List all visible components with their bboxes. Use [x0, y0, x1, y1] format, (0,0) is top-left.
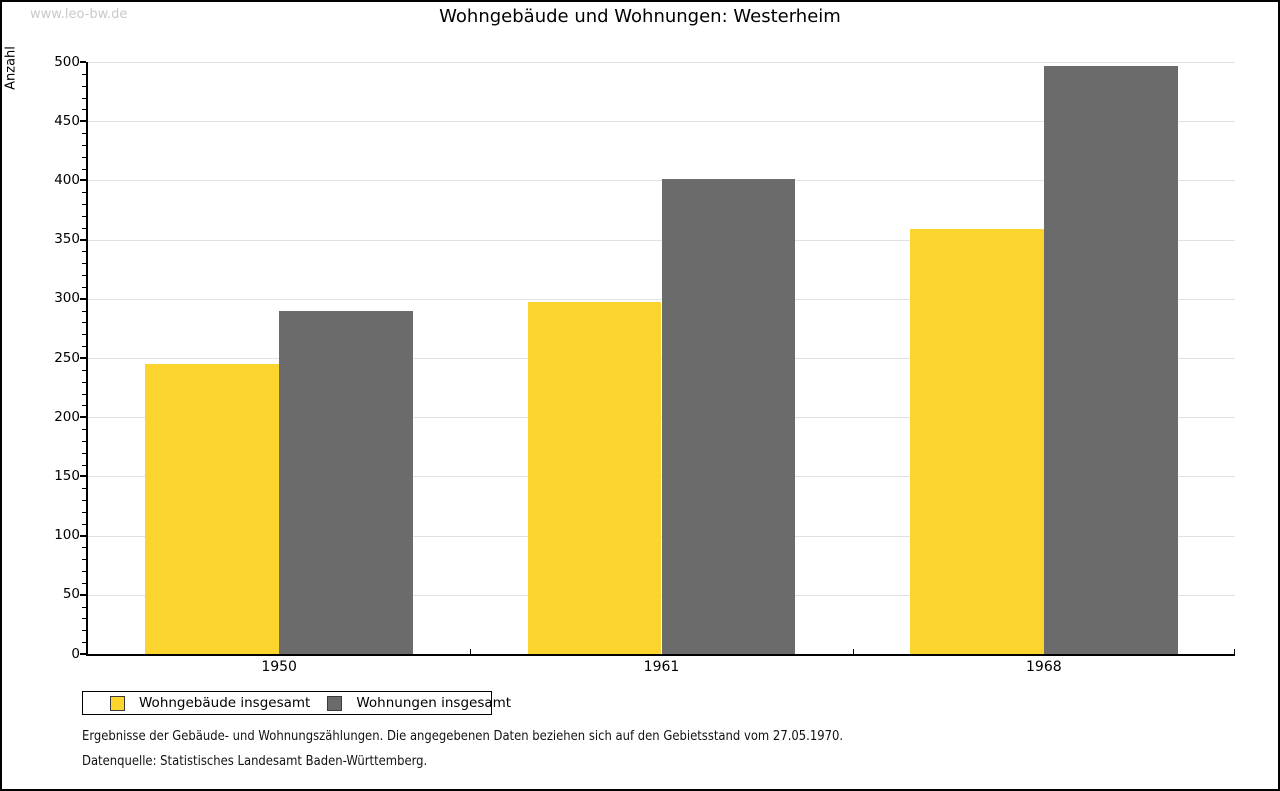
gridline [88, 62, 1235, 63]
y-minor-tick [82, 286, 86, 288]
y-major-tick [80, 593, 86, 596]
y-tick-label: 150 [54, 467, 80, 484]
y-tick-label: 300 [54, 290, 80, 307]
legend-item: Wohngebäude insgesamt [110, 695, 310, 711]
y-major-tick [80, 61, 86, 63]
y-minor-tick [82, 97, 86, 99]
bar-wohnungen-1968 [1043, 65, 1178, 654]
x-boundary-tick [852, 649, 854, 654]
y-major-tick [80, 297, 86, 300]
y-minor-tick [82, 168, 86, 170]
y-minor-tick [82, 488, 86, 490]
y-minor-tick [82, 275, 86, 277]
y-minor-tick [82, 144, 86, 146]
y-minor-tick [82, 547, 86, 549]
y-tick-label: 50 [62, 586, 80, 603]
y-major-tick [80, 357, 86, 359]
y-minor-tick [82, 511, 86, 513]
y-minor-tick [82, 133, 86, 135]
x-end-tick [1234, 649, 1235, 654]
y-minor-tick [82, 618, 86, 620]
chart-title: Wohngebäude und Wohnungen: Westerheim [439, 6, 841, 27]
x-tick-label: 1950 [261, 659, 297, 675]
x-boundary-tick [470, 649, 472, 654]
y-minor-tick [82, 346, 86, 348]
footnote-line-2: Datenquelle: Statistisches Landesamt Bad… [82, 753, 483, 769]
legend-swatch [110, 695, 125, 711]
y-tick-label: 450 [54, 112, 80, 129]
watermark: www.leo-bw.de [30, 7, 128, 22]
y-major-tick [80, 653, 86, 655]
bar-wohnungen-1950 [279, 310, 413, 654]
bar-wohnungen-1961 [661, 179, 796, 654]
y-minor-tick [82, 405, 86, 407]
y-minor-tick [82, 322, 86, 324]
y-minor-tick [82, 571, 86, 573]
y-minor-tick [82, 440, 86, 442]
x-tick-label: 1961 [643, 659, 680, 675]
footnote-text: Ergebnisse der Gebäude- und Wohnungszähl… [82, 728, 844, 744]
y-minor-tick [82, 192, 86, 194]
legend-label: Wohnungen insgesamt [356, 695, 512, 711]
y-tick-label: 350 [54, 231, 80, 248]
y-minor-tick [82, 381, 86, 383]
footnote-line-1: Ergebnisse der Gebäude- und Wohnungszähl… [82, 728, 967, 744]
bar-wohngebäude-1961 [527, 302, 662, 654]
legend-item: Wohnungen insgesamt [327, 695, 511, 711]
y-tick-label: 200 [54, 408, 80, 425]
y-minor-tick [82, 559, 86, 561]
y-tick-label: 500 [54, 53, 80, 70]
y-tick-label: 250 [54, 349, 80, 366]
y-major-tick [80, 120, 86, 123]
y-major-tick [80, 179, 86, 182]
y-minor-tick [82, 464, 86, 466]
legend-swatch [327, 695, 343, 711]
bar-wohngebäude-1950 [145, 363, 280, 654]
y-minor-tick [82, 500, 86, 502]
plot-area: 0 50 100 150 200 250 300 350 400 450 500 1950 1961 19… [54, 54, 1235, 675]
x-tick-label: 1968 [1026, 659, 1062, 675]
y-axis-label: Anzahl [3, 46, 19, 90]
y-minor-tick [82, 310, 86, 312]
y-minor-tick [82, 630, 86, 632]
y-major-tick [80, 416, 86, 419]
y-tick-label: 100 [54, 527, 80, 544]
y-minor-tick [82, 156, 86, 158]
y-major-tick [80, 534, 86, 537]
gridline [88, 121, 1235, 123]
y-minor-tick [82, 334, 86, 336]
y-major-tick [80, 475, 86, 478]
y-minor-tick [82, 642, 86, 644]
legend: Wohngebäude insgesamt Wohnungen insgesamt [82, 691, 511, 715]
y-minor-tick [82, 73, 86, 75]
y-tick-label: 400 [54, 171, 80, 188]
y-minor-tick [82, 452, 86, 454]
y-minor-tick [82, 204, 86, 206]
y-minor-tick [82, 263, 86, 265]
y-minor-tick [82, 369, 86, 371]
y-minor-tick [82, 429, 86, 431]
y-minor-tick [82, 85, 86, 87]
bar-wohngebäude-1968 [910, 228, 1044, 654]
y-minor-tick [82, 606, 86, 608]
y-minor-tick [82, 582, 86, 584]
y-minor-tick [82, 227, 86, 229]
y-minor-tick [82, 109, 86, 111]
y-minor-tick [82, 215, 86, 217]
y-major-tick [80, 238, 86, 241]
y-minor-tick [82, 251, 86, 253]
y-minor-tick [82, 523, 86, 525]
y-tick-label: 0 [71, 645, 80, 662]
y-minor-tick [82, 393, 86, 395]
legend-label: Wohngebäude insgesamt [139, 695, 311, 711]
footnote-text: Datenquelle: Statistisches Landesamt Bad… [82, 753, 428, 769]
